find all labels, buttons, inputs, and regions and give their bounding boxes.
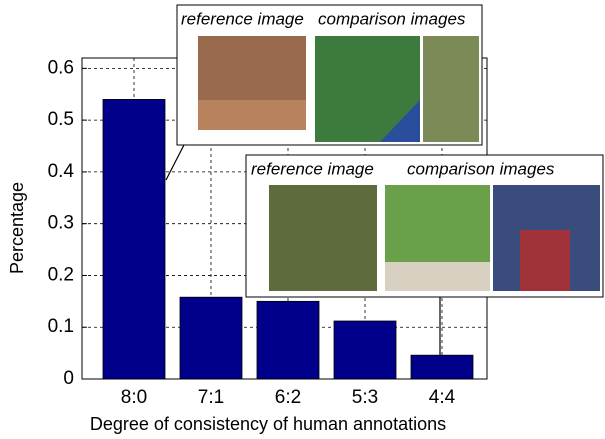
bar [410,354,474,380]
y-tick-label: 0.6 [48,57,74,78]
photo-floor [198,100,306,130]
photo-ground [385,262,490,291]
inset-label: reference image [181,9,304,28]
y-axis-label: Percentage [7,182,27,274]
inset-label: comparison images [407,159,555,178]
insets: reference image comparison images refere… [165,4,604,355]
bar [256,300,320,380]
x-axis-label: Degree of consistency of human annotatio… [90,414,446,434]
x-tick-label: 6:2 [275,387,301,408]
bar [102,99,166,380]
photo-player [520,230,570,291]
y-tick-label: 0.3 [48,213,74,234]
x-tick-label: 5:3 [352,387,378,408]
bar [179,296,243,380]
inset-label: reference image [251,159,374,178]
photo [423,36,479,142]
y-tick-label: 0.1 [48,316,74,337]
x-tick-label: 4:4 [429,387,456,408]
bar [333,320,397,380]
x-tick-label: 8:0 [121,387,147,408]
y-tick-label: 0.5 [48,109,74,130]
x-tick-label: 7:1 [198,387,224,408]
connector [165,140,187,181]
photo [269,185,377,291]
inset-label: comparison images [318,9,466,28]
photo-court [380,100,420,142]
y-tick-label: 0.4 [48,161,75,182]
y-tick-label: 0.2 [48,264,74,285]
y-tick-label: 0 [63,368,74,389]
